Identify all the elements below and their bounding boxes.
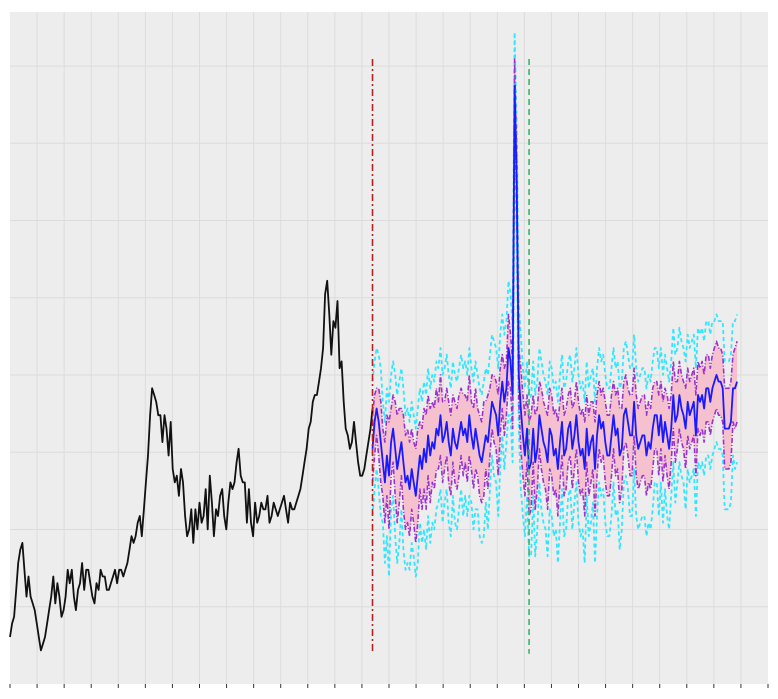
series-line-lower-outer — [371, 145, 738, 578]
forecast-interval-band — [372, 59, 738, 543]
band-layer — [372, 59, 738, 543]
grid — [10, 12, 768, 684]
series-line-history — [9, 279, 374, 652]
x-ticks — [9, 684, 769, 688]
history-layer — [9, 279, 374, 652]
series-line-upper-outer — [371, 31, 738, 430]
series-line-lower-q — [371, 112, 738, 544]
reference-lines — [371, 59, 530, 654]
forecast-series-layer — [371, 31, 738, 578]
series-line-mean — [371, 85, 738, 497]
series-line-upper-q — [371, 58, 738, 450]
